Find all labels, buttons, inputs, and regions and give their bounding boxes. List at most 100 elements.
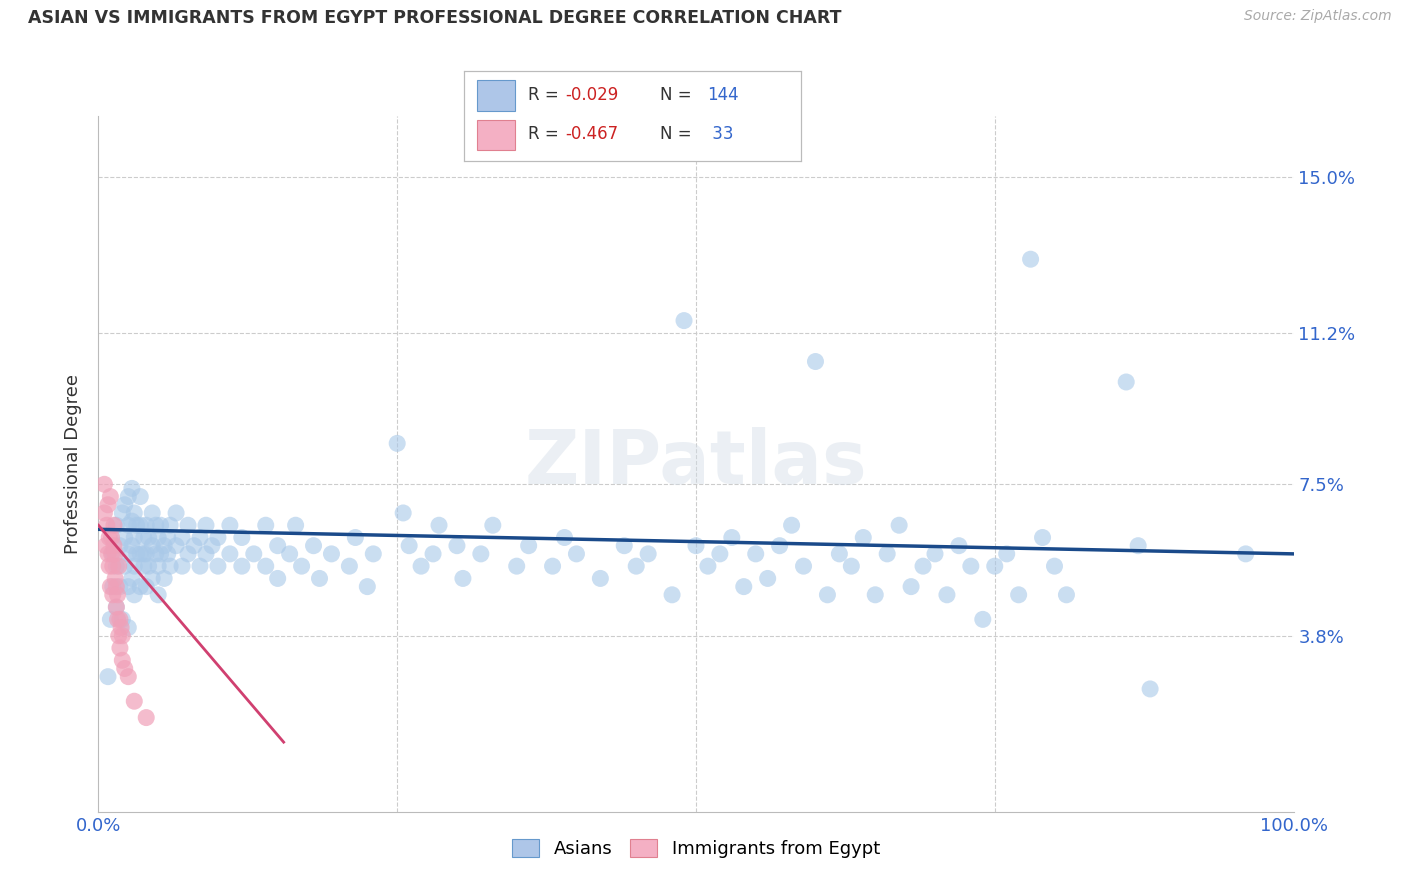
Point: [267, 571, 290, 585]
Point: [108, 580, 131, 594]
Point: [321, 547, 343, 561]
Point: [756, 571, 779, 585]
Point: [339, 559, 360, 574]
Point: [98, 490, 122, 504]
Point: [105, 600, 128, 615]
Point: [105, 518, 128, 533]
Point: [889, 518, 911, 533]
Point: [117, 490, 139, 504]
Point: [876, 547, 898, 561]
Point: [219, 518, 242, 533]
Point: [114, 498, 136, 512]
Point: [108, 640, 131, 655]
Point: [98, 612, 122, 626]
Point: [1043, 559, 1066, 574]
Point: [97, 670, 120, 684]
Point: [267, 539, 290, 553]
Point: [107, 612, 129, 626]
Point: [104, 547, 127, 561]
Point: [135, 518, 157, 533]
Bar: [478, 120, 515, 150]
Point: [94, 539, 117, 553]
Point: [107, 629, 129, 643]
Point: [554, 531, 576, 545]
Point: [911, 559, 934, 574]
Point: [104, 571, 127, 585]
Point: [107, 559, 129, 574]
Point: [344, 531, 367, 545]
Point: [613, 539, 636, 553]
Point: [98, 531, 121, 545]
Point: [924, 547, 946, 561]
Point: [780, 518, 803, 533]
Point: [697, 559, 720, 574]
Point: [411, 559, 433, 574]
Point: [278, 547, 301, 561]
Point: [972, 612, 994, 626]
Point: [97, 547, 120, 561]
Point: [565, 547, 588, 561]
Text: N =: N =: [659, 125, 696, 143]
Text: N =: N =: [659, 86, 696, 103]
Point: [105, 580, 128, 594]
Legend: Asians, Immigrants from Egypt: Asians, Immigrants from Egypt: [505, 831, 887, 865]
Point: [188, 559, 211, 574]
Point: [165, 506, 187, 520]
Point: [804, 354, 827, 368]
Point: [141, 506, 163, 520]
Point: [733, 580, 755, 594]
Point: [117, 670, 139, 684]
Point: [363, 547, 385, 561]
Point: [995, 547, 1018, 561]
Text: R =: R =: [529, 125, 564, 143]
Point: [153, 571, 176, 585]
Point: [589, 571, 612, 585]
Point: [828, 547, 851, 561]
Point: [841, 559, 863, 574]
Point: [103, 539, 125, 553]
Point: [117, 621, 139, 635]
Text: Source: ZipAtlas.com: Source: ZipAtlas.com: [1244, 9, 1392, 23]
Point: [125, 518, 148, 533]
Point: [177, 547, 200, 561]
Bar: [478, 80, 515, 111]
Point: [148, 588, 170, 602]
Point: [114, 661, 136, 675]
Text: 144: 144: [707, 86, 738, 103]
Point: [183, 539, 205, 553]
Point: [959, 559, 981, 574]
Point: [124, 506, 146, 520]
Point: [107, 588, 129, 602]
Point: [768, 539, 790, 553]
Point: [1019, 252, 1042, 267]
Point: [984, 559, 1007, 574]
Point: [948, 539, 970, 553]
Point: [1128, 539, 1150, 553]
Point: [156, 531, 179, 545]
Point: [129, 580, 152, 594]
Point: [135, 580, 157, 594]
Point: [121, 482, 143, 496]
Point: [165, 539, 187, 553]
Point: [172, 531, 194, 545]
Point: [148, 559, 170, 574]
Point: [709, 547, 731, 561]
Text: -0.029: -0.029: [565, 86, 619, 103]
Point: [219, 547, 242, 561]
Point: [201, 539, 224, 553]
Point: [125, 547, 148, 561]
Point: [132, 547, 155, 561]
Point: [121, 514, 143, 528]
Point: [132, 531, 155, 545]
Point: [101, 580, 124, 594]
Point: [863, 588, 887, 602]
Point: [302, 539, 325, 553]
Point: [1032, 531, 1054, 545]
Point: [100, 531, 122, 545]
Point: [254, 518, 277, 533]
Point: [159, 518, 181, 533]
Point: [685, 539, 707, 553]
Point: [111, 653, 134, 667]
Point: [129, 518, 152, 533]
Point: [392, 506, 415, 520]
